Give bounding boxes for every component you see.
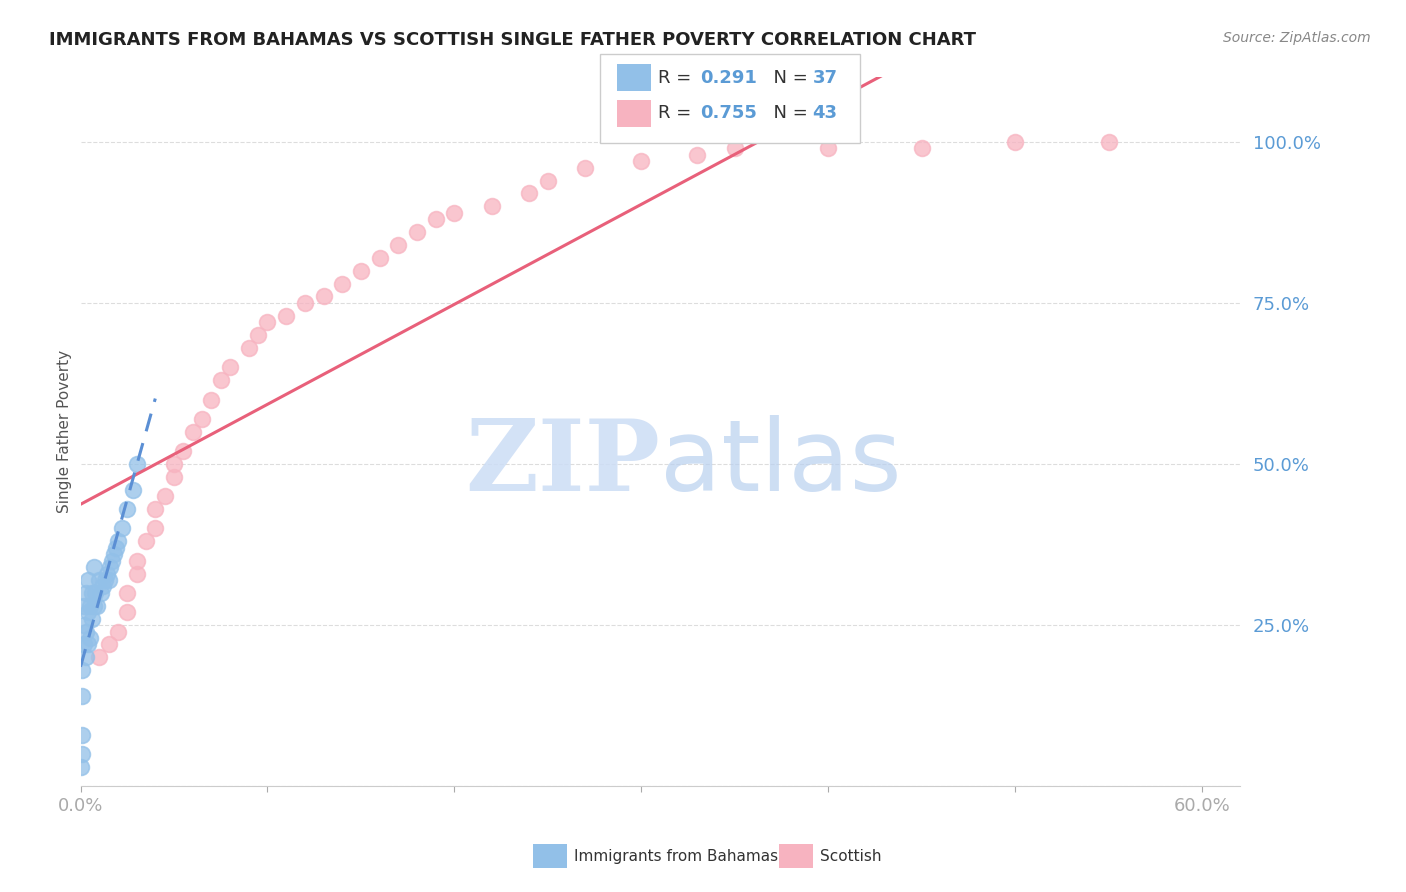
Point	[817, 141, 839, 155]
Text: atlas: atlas	[659, 415, 901, 512]
Point	[91, 579, 114, 593]
Point	[80, 612, 103, 626]
Text: R =: R =	[658, 104, 697, 122]
Text: 0.755: 0.755	[700, 104, 756, 122]
Text: 37: 37	[813, 69, 838, 87]
Point	[69, 760, 91, 774]
Point	[79, 631, 101, 645]
Point	[172, 444, 194, 458]
Point	[80, 586, 103, 600]
Text: IMMIGRANTS FROM BAHAMAS VS SCOTTISH SINGLE FATHER POVERTY CORRELATION CHART: IMMIGRANTS FROM BAHAMAS VS SCOTTISH SING…	[49, 31, 976, 49]
Point	[200, 392, 222, 407]
Point	[350, 264, 373, 278]
Point	[574, 161, 596, 175]
Point	[630, 154, 652, 169]
Point	[406, 225, 429, 239]
Point	[153, 489, 176, 503]
Point	[83, 560, 105, 574]
Point	[125, 457, 148, 471]
Text: 43: 43	[813, 104, 838, 122]
Point	[387, 238, 409, 252]
Point	[77, 605, 100, 619]
Point	[724, 141, 747, 155]
Point	[209, 373, 232, 387]
Text: R =: R =	[658, 69, 697, 87]
Point	[75, 586, 97, 600]
Point	[107, 534, 129, 549]
Point	[125, 554, 148, 568]
Point	[79, 599, 101, 613]
Point	[90, 586, 112, 600]
Point	[101, 554, 124, 568]
Point	[368, 251, 391, 265]
Point	[443, 205, 465, 219]
Point	[111, 521, 134, 535]
Point	[97, 637, 120, 651]
Text: N =: N =	[762, 104, 814, 122]
Point	[143, 502, 166, 516]
Point	[125, 566, 148, 581]
Point	[219, 360, 242, 375]
Point	[256, 315, 278, 329]
Point	[163, 470, 186, 484]
Point	[72, 689, 94, 703]
Text: ZIP: ZIP	[465, 415, 659, 512]
Point	[105, 541, 128, 555]
Point	[294, 296, 316, 310]
Point	[121, 483, 143, 497]
Point	[75, 624, 97, 639]
Point	[517, 186, 540, 201]
Point	[83, 599, 105, 613]
Point	[89, 650, 111, 665]
Point	[425, 212, 447, 227]
Text: Scottish: Scottish	[820, 849, 882, 863]
Point	[1004, 135, 1026, 149]
Text: N =: N =	[762, 69, 814, 87]
Point	[163, 457, 186, 471]
Point	[117, 502, 139, 516]
Point	[191, 412, 214, 426]
Point	[686, 147, 709, 161]
Point	[77, 573, 100, 587]
Point	[72, 747, 94, 761]
Point	[330, 277, 353, 291]
Point	[73, 599, 96, 613]
Point	[107, 624, 129, 639]
Text: Source: ZipAtlas.com: Source: ZipAtlas.com	[1223, 31, 1371, 45]
Point	[73, 618, 96, 632]
Point	[89, 573, 111, 587]
Text: Immigrants from Bahamas: Immigrants from Bahamas	[574, 849, 778, 863]
Point	[537, 173, 560, 187]
Point	[117, 586, 139, 600]
Point	[181, 425, 204, 439]
Point	[103, 547, 125, 561]
Point	[117, 605, 139, 619]
Point	[312, 289, 335, 303]
Point	[247, 328, 270, 343]
Point	[97, 573, 120, 587]
Point	[94, 573, 117, 587]
Point	[86, 599, 108, 613]
Point	[100, 560, 122, 574]
Point	[135, 534, 157, 549]
Point	[72, 728, 94, 742]
Point	[911, 141, 934, 155]
Y-axis label: Single Father Poverty: Single Father Poverty	[58, 351, 72, 514]
Point	[481, 199, 503, 213]
Point	[238, 341, 260, 355]
Point	[276, 309, 298, 323]
Point	[84, 586, 107, 600]
Text: 0.291: 0.291	[700, 69, 756, 87]
Point	[143, 521, 166, 535]
Point	[73, 637, 96, 651]
Point	[72, 663, 94, 677]
Point	[96, 566, 118, 581]
Point	[1098, 135, 1121, 149]
Point	[77, 637, 100, 651]
Point	[75, 650, 97, 665]
